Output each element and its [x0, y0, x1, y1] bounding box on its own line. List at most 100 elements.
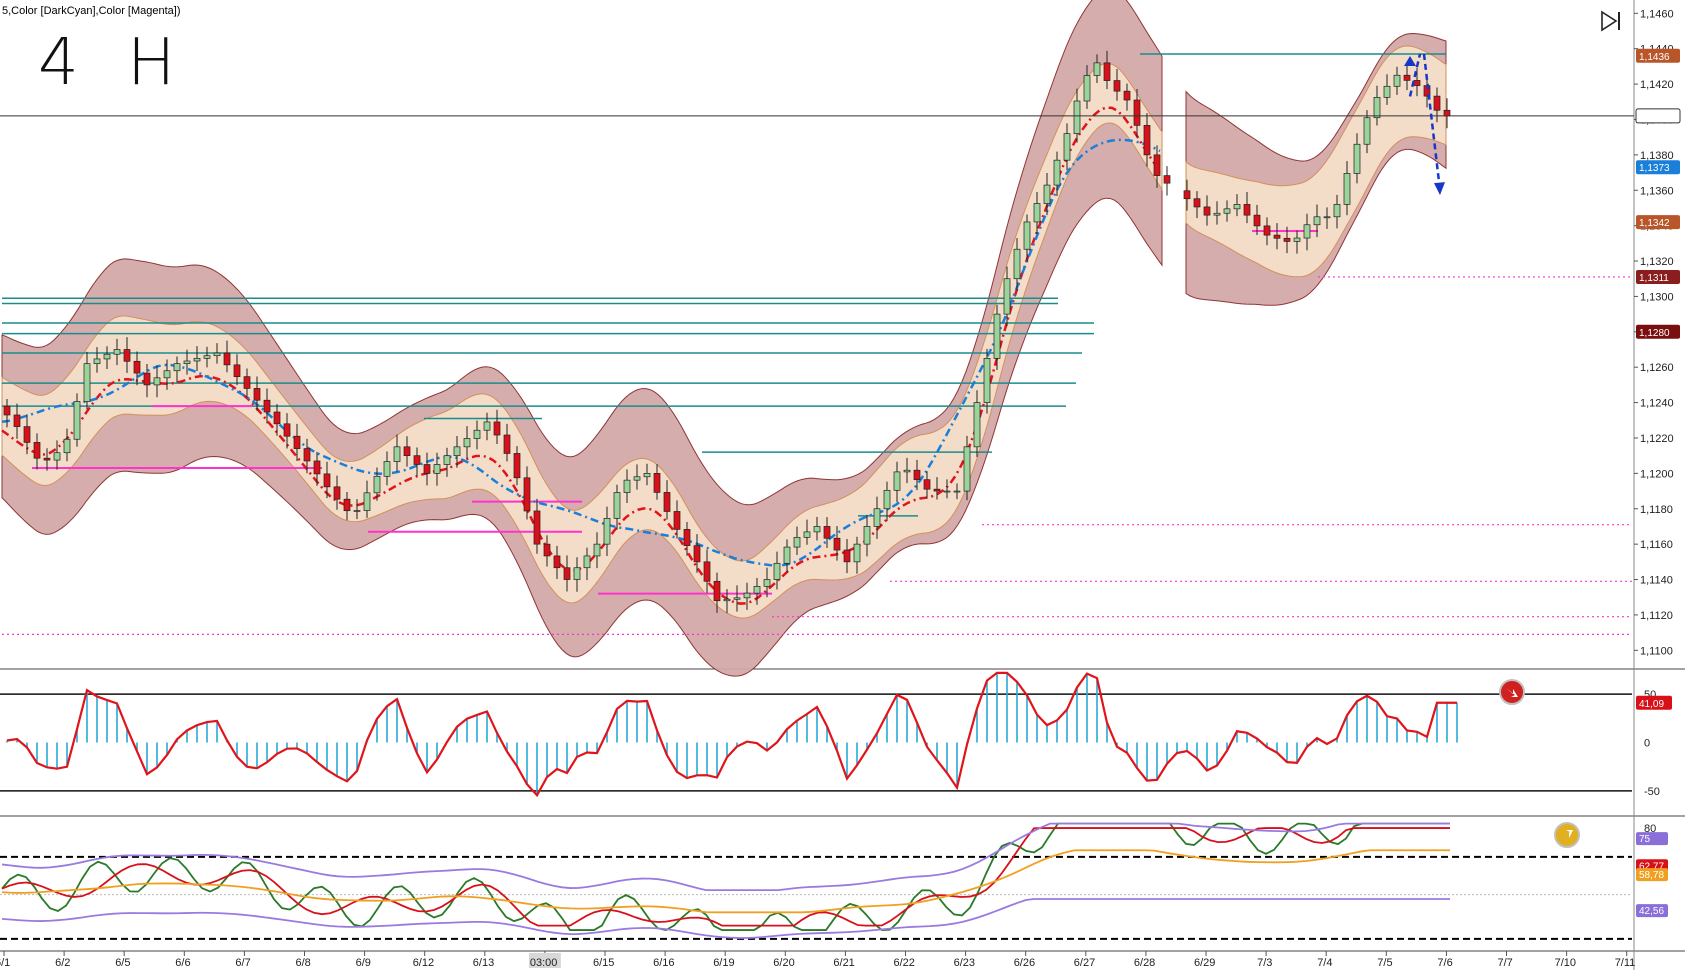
candle-bull	[633, 476, 641, 481]
candle-bear	[413, 455, 421, 465]
y-tick-label: 1,1200	[1640, 468, 1674, 480]
candle-bull	[213, 352, 221, 357]
candle-bear	[1193, 198, 1201, 208]
x-tick-label: 6/29	[1194, 957, 1215, 969]
candle-bull	[1073, 100, 1081, 134]
price-badge	[1636, 215, 1680, 230]
osc-value-label: 42,56	[1639, 906, 1664, 917]
osc-red-line	[1, 827, 1450, 927]
candle-bear	[833, 537, 841, 551]
x-tick-label: 6/2	[55, 957, 70, 969]
x-tick-label: 6/26	[1014, 957, 1035, 969]
candle-bull	[993, 313, 1001, 359]
candle-bull	[963, 446, 971, 492]
candle-bull	[793, 536, 801, 548]
x-tick-label: 6/16	[653, 957, 674, 969]
candle-bear	[513, 453, 521, 479]
candle-bull	[903, 469, 911, 473]
osc-green-line	[1, 822, 1450, 932]
candle-bull	[773, 562, 781, 580]
candle-bull	[1333, 204, 1341, 218]
inner-band-2	[1185, 45, 1447, 278]
candle-bear	[1263, 225, 1271, 236]
candle-bear	[323, 473, 331, 488]
midline-blue	[1, 138, 1161, 567]
candle-bear	[823, 526, 831, 539]
candle-bear	[243, 376, 251, 389]
candle-bull	[743, 592, 751, 599]
y-tick-label: 1,1140	[1640, 575, 1673, 587]
candle-bear	[33, 442, 41, 459]
y-tick-label: 1,1380	[1640, 150, 1674, 162]
candle-bull	[1343, 173, 1351, 205]
candle-bull	[383, 461, 391, 477]
y-tick-label: 1,1320	[1640, 256, 1674, 268]
candle-bull	[1393, 74, 1401, 87]
candle-bear	[23, 426, 31, 443]
candle-bear	[333, 486, 341, 500]
candle-bull	[93, 358, 101, 365]
y-tick-label: 1,1160	[1640, 539, 1673, 551]
timeframe-label: 4 H	[38, 26, 190, 100]
candle-bear	[1243, 204, 1251, 216]
candle-bull	[193, 357, 201, 362]
play-end-icon	[1601, 10, 1620, 32]
candle-bull	[953, 490, 961, 493]
x-tick-label: 7/7	[1498, 957, 1513, 969]
x-tick-label: 6/27	[1074, 957, 1095, 969]
candle-bull	[1293, 237, 1301, 242]
x-tick-label: 7/5	[1377, 957, 1392, 969]
candle-bear	[1113, 80, 1121, 92]
projection-arrow-down	[1422, 53, 1442, 191]
x-tick-label: 7/11	[1615, 957, 1636, 969]
midline-red	[1, 106, 1162, 605]
osc-value-badge	[1636, 868, 1668, 882]
candle-bull	[113, 349, 121, 355]
price-badge-label: 1,1311	[1639, 273, 1669, 284]
candle-bear	[1273, 234, 1281, 239]
candle-bull	[1053, 159, 1061, 186]
candle-bull	[1063, 133, 1071, 161]
candle-bull	[1023, 221, 1031, 250]
y-tick-label: 1,1120	[1640, 610, 1673, 622]
rsi-value-label: 41,09	[1639, 699, 1664, 710]
rsi-tick-label: -50	[1644, 786, 1660, 798]
candle-bull	[983, 357, 991, 403]
candle-bull	[1363, 117, 1371, 145]
price-badge	[1636, 269, 1680, 284]
candle-bull	[153, 377, 161, 386]
candle-bull	[583, 555, 591, 569]
x-tick-label: 7/10	[1555, 957, 1576, 969]
candle-bull	[63, 438, 71, 454]
candle-bear	[663, 492, 671, 512]
candle-bull	[353, 510, 361, 512]
candle-bear	[233, 364, 241, 377]
up-arrow-badge-icon	[1554, 822, 1580, 848]
inner-band-1	[1, 63, 1163, 619]
candle-bear	[123, 349, 131, 362]
candle-bull	[463, 438, 471, 448]
candle-bear	[503, 434, 511, 454]
y-tick-label: 1,1240	[1640, 398, 1674, 410]
x-tick-label: 6/1	[0, 957, 10, 969]
candle-bear	[1183, 190, 1191, 200]
y-tick-label: 1,1180	[1640, 504, 1673, 516]
candle-bear	[1283, 237, 1291, 242]
osc-value-label: 75	[1639, 834, 1651, 845]
projection-arrow-up-head	[1404, 56, 1416, 67]
candle-bear	[133, 360, 141, 374]
price-badge	[1636, 324, 1680, 339]
x-tick-label: 6/13	[473, 957, 494, 969]
candle-bull	[603, 517, 611, 545]
candle-bull	[393, 446, 401, 462]
candle-bear	[1443, 109, 1451, 117]
x-tick-label: 6/12	[413, 957, 434, 969]
y-tick-label: 1,1460	[1640, 8, 1674, 20]
candle-bull	[783, 546, 791, 564]
candle-bull	[593, 543, 601, 557]
candle-bear	[143, 372, 151, 386]
candle-bull	[573, 567, 581, 580]
candle-bear	[13, 414, 21, 427]
y-tick-label: 1,1260	[1640, 362, 1674, 374]
